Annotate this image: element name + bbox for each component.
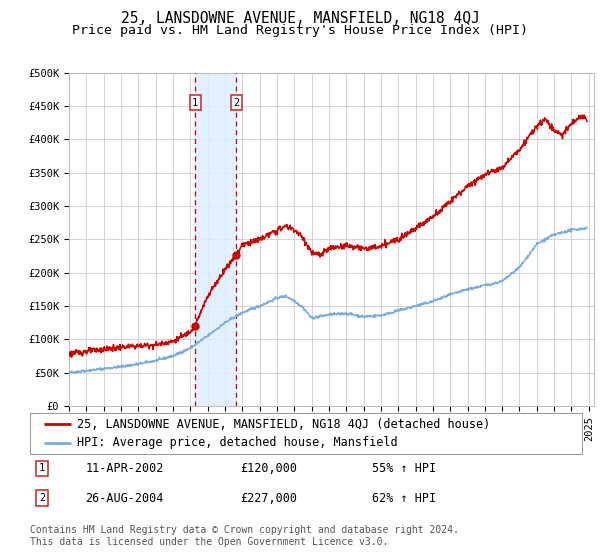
- Text: HPI: Average price, detached house, Mansfield: HPI: Average price, detached house, Mans…: [77, 436, 398, 449]
- Point: [232, 250, 241, 259]
- Text: 25, LANSDOWNE AVENUE, MANSFIELD, NG18 4QJ (detached house): 25, LANSDOWNE AVENUE, MANSFIELD, NG18 4Q…: [77, 418, 490, 431]
- Text: Contains HM Land Registry data © Crown copyright and database right 2024.
This d: Contains HM Land Registry data © Crown c…: [30, 525, 459, 547]
- Text: 11-APR-2002: 11-APR-2002: [85, 462, 164, 475]
- Text: 25, LANSDOWNE AVENUE, MANSFIELD, NG18 4QJ: 25, LANSDOWNE AVENUE, MANSFIELD, NG18 4Q…: [121, 11, 479, 26]
- Bar: [195, 73, 236, 406]
- Text: Price paid vs. HM Land Registry's House Price Index (HPI): Price paid vs. HM Land Registry's House …: [72, 24, 528, 37]
- Text: 26-AUG-2004: 26-AUG-2004: [85, 492, 164, 505]
- Text: £227,000: £227,000: [240, 492, 297, 505]
- Text: 55% ↑ HPI: 55% ↑ HPI: [372, 462, 436, 475]
- Text: 1: 1: [39, 464, 45, 474]
- Text: £120,000: £120,000: [240, 462, 297, 475]
- Point: [190, 321, 200, 330]
- Text: 2: 2: [233, 98, 239, 108]
- Text: 2: 2: [39, 493, 45, 503]
- Text: 1: 1: [192, 98, 198, 108]
- Text: 62% ↑ HPI: 62% ↑ HPI: [372, 492, 436, 505]
